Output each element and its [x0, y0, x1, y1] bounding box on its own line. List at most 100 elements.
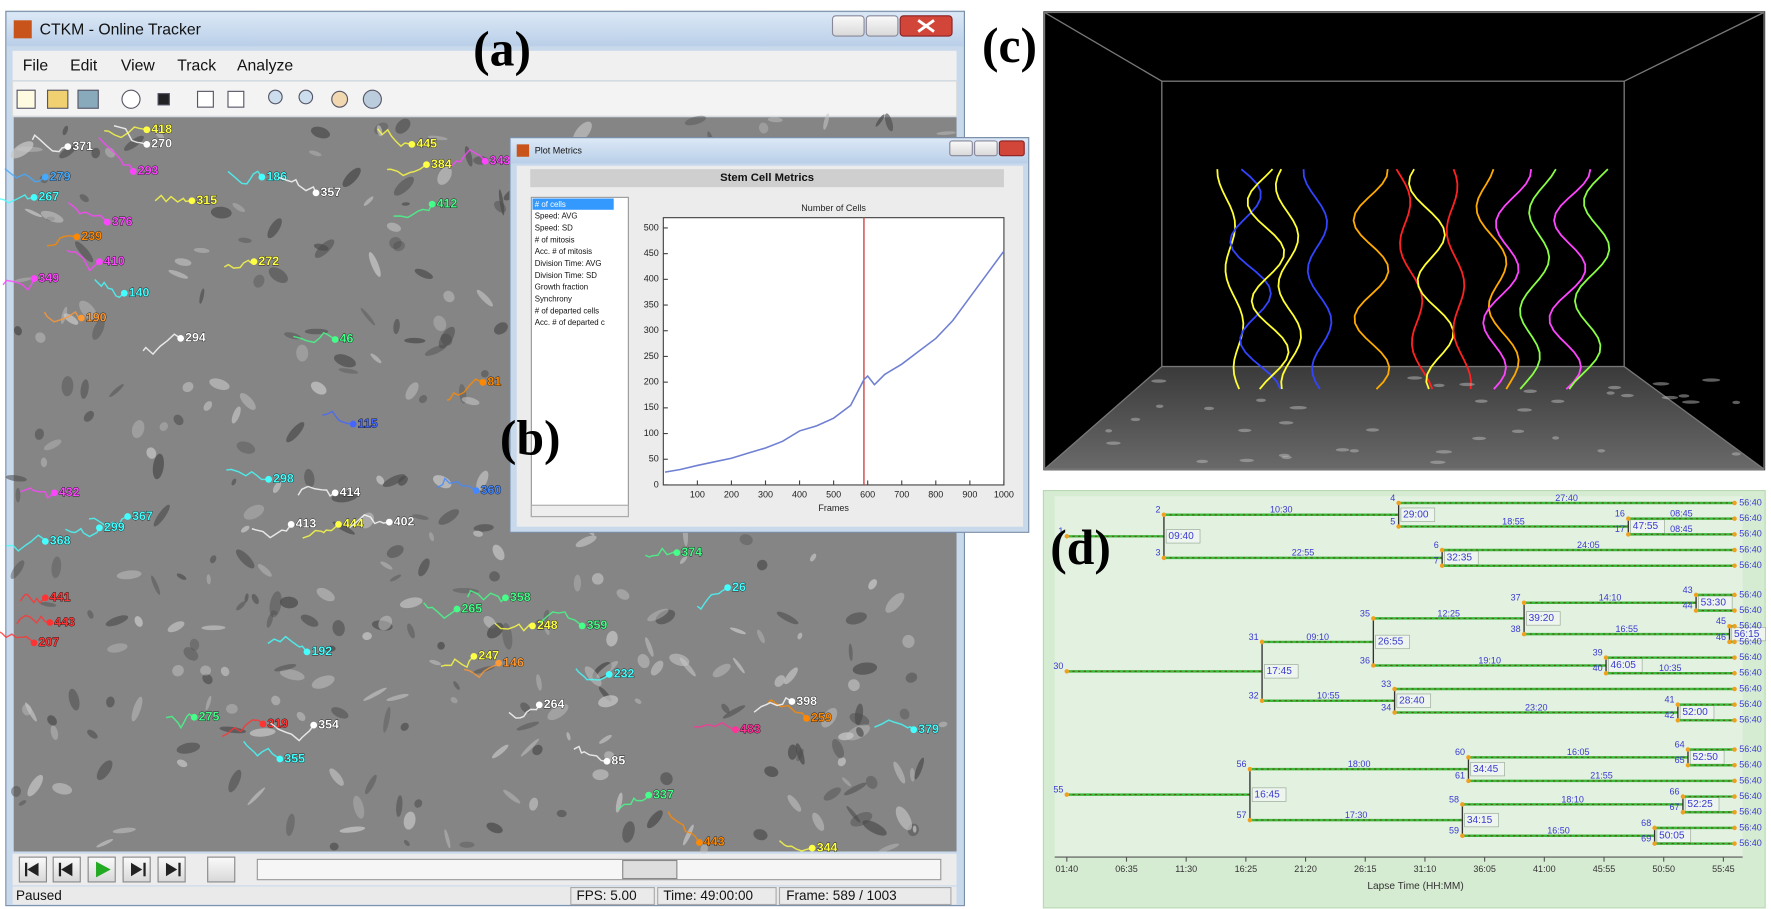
node-id: 2 [1156, 505, 1161, 515]
menu-item: View [121, 58, 156, 75]
branch-duration: 16:50 [1547, 826, 1570, 836]
cell-track [223, 259, 255, 269]
cell-label: 367 [132, 509, 153, 523]
split-label-box [1251, 787, 1287, 802]
maximize-button[interactable] [865, 15, 899, 37]
first-frame-button[interactable] [18, 856, 47, 883]
cell-blob [15, 487, 21, 503]
cell-label: 248 [537, 618, 558, 632]
panel-3d [1043, 11, 1766, 471]
cell-label: 384 [431, 157, 452, 171]
cell-blob [616, 589, 630, 600]
branch-duration: 10:35 [1659, 663, 1682, 673]
end-dot [1732, 532, 1737, 537]
cell-label: 414 [340, 485, 361, 499]
end-time: 56:40 [1739, 513, 1762, 523]
cell-blob [40, 602, 57, 607]
minimize-button[interactable] [831, 15, 865, 37]
cell-blob [650, 660, 664, 676]
cell-dot [124, 513, 132, 520]
cell-blob [201, 625, 226, 631]
cell-blob [491, 744, 509, 759]
cell-blob [332, 620, 345, 637]
end-time: 56:40 [1739, 715, 1762, 725]
end-dot [1732, 778, 1737, 784]
cell-blob [938, 721, 948, 728]
y-tick-label: 450 [644, 248, 659, 258]
slider-thumb[interactable] [622, 859, 678, 880]
cell-blob [893, 761, 906, 784]
metrics-minimize[interactable] [949, 140, 973, 157]
floor-cell [1702, 378, 1721, 382]
cell-label: 349 [39, 271, 60, 285]
cell-dot [188, 197, 196, 205]
trajectory [1482, 169, 1533, 390]
end-dot [1732, 809, 1737, 815]
metrics-close[interactable] [998, 140, 1025, 157]
cell-label: 115 [358, 416, 378, 430]
cell-track [349, 513, 390, 529]
node-dot [1161, 555, 1167, 561]
frame-slider[interactable] [256, 858, 942, 881]
cell-blob [476, 470, 489, 491]
cell-track [4, 168, 46, 183]
x-tick-label: 100 [690, 489, 705, 499]
y-tick-label: 0 [654, 479, 659, 489]
floor-cell [1239, 458, 1255, 463]
x-tick-label: 500 [826, 489, 841, 499]
cell-dot [732, 726, 739, 734]
metric-item: # of mitosis [535, 235, 575, 244]
x-tick-label: 06:35 [1115, 864, 1138, 874]
cell-blob [310, 381, 327, 395]
split-label-box [1400, 507, 1436, 522]
cell-label: 272 [258, 254, 279, 268]
cell-blob [376, 475, 385, 485]
cell-blob [440, 333, 453, 346]
cell-track [617, 794, 650, 810]
cell-track [6, 534, 46, 552]
cell-blob [596, 661, 619, 678]
floor-cell [1551, 399, 1565, 404]
cell-blob [105, 615, 129, 627]
cell-blob [645, 637, 654, 657]
node-dot [1161, 512, 1167, 518]
cell-track [67, 201, 108, 223]
cell-blob [35, 332, 46, 343]
metrics-maximize[interactable] [974, 140, 998, 157]
cell-blob [249, 728, 276, 737]
cell-blob [837, 757, 846, 767]
node-dot [1064, 792, 1070, 797]
cell-blob [334, 354, 356, 368]
cell-blob [331, 707, 349, 719]
cell-dot [349, 420, 357, 428]
toolbar [12, 80, 958, 117]
cell-blob [534, 619, 546, 630]
cell-track [221, 719, 264, 738]
cell-blob [266, 613, 274, 628]
cell-track [88, 515, 128, 529]
loop-button[interactable] [207, 856, 236, 883]
cell-blob [757, 629, 765, 644]
cell-dot [250, 258, 258, 266]
node-id: 44 [1683, 600, 1693, 610]
cell-track [267, 635, 308, 653]
cell-dot [331, 336, 339, 343]
cell-blob [363, 687, 387, 701]
branch-duration: 12:25 [1437, 608, 1460, 618]
branch-duration: 23:20 [1525, 702, 1548, 712]
node-id: 32 [1249, 691, 1259, 701]
split-time: 56:15 [1734, 629, 1760, 640]
x-tick-label: 01:40 [1056, 864, 1079, 874]
control-glyphs [24, 862, 181, 877]
node-dot [1064, 534, 1070, 539]
end-time: 56:40 [1739, 683, 1762, 693]
cell-dot [190, 713, 198, 721]
node-id: 43 [1683, 585, 1693, 595]
cell-label: 412 [437, 196, 458, 210]
floor-cell [1366, 428, 1380, 432]
split-time: 39:20 [1529, 613, 1555, 624]
node-id: 17 [1615, 524, 1625, 534]
node-id: 56 [1237, 759, 1247, 769]
status-cell [778, 887, 952, 906]
trajectory [1475, 168, 1520, 390]
